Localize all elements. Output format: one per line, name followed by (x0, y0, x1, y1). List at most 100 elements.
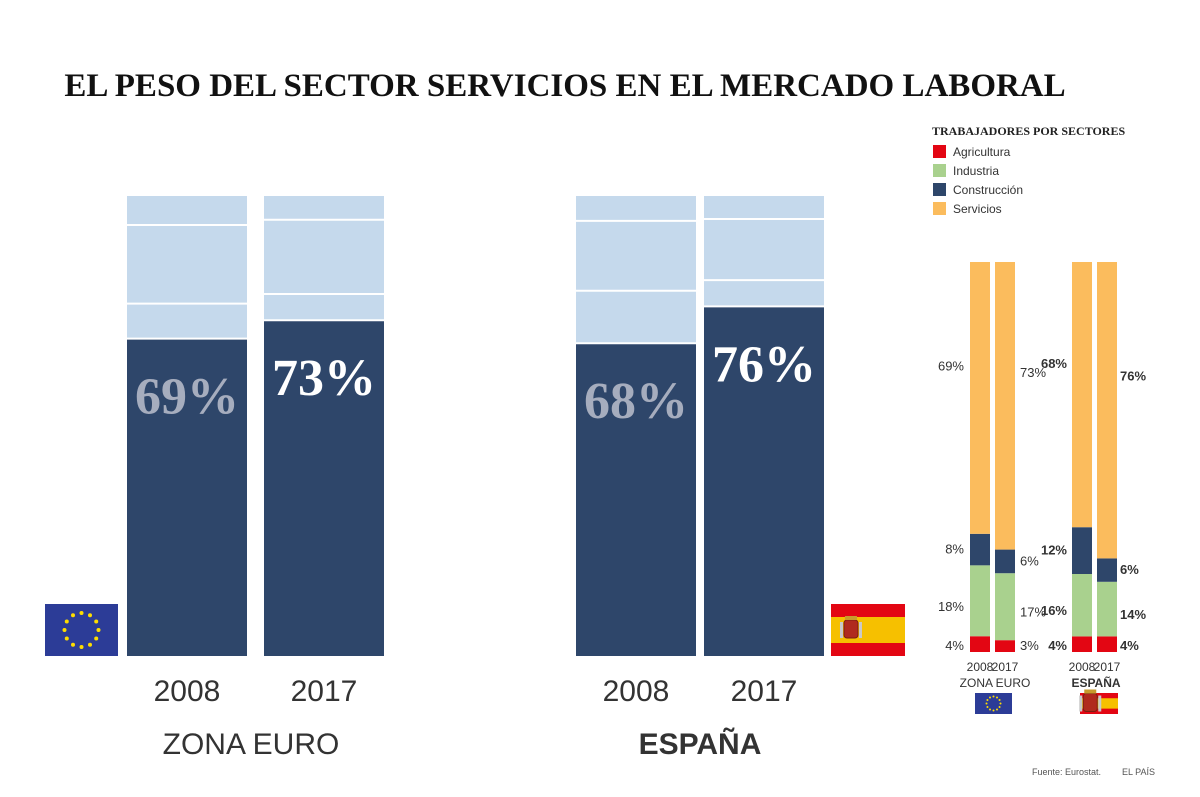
eu-flag-large-star (96, 628, 101, 632)
bar-other-1-1 (704, 196, 824, 307)
stack-servicios-0-0 (970, 262, 990, 534)
small-chart: 4% 18% 8% 69% 2008 3% 17% 6% 73% 2017 ZONA EURO 4% 1… (938, 262, 1146, 690)
eu-flag-small-star (996, 708, 998, 711)
eu-flag-small-star (999, 702, 1002, 705)
stack-servicios-0-1 (995, 262, 1015, 550)
eu-flag-large-star (94, 636, 99, 641)
stack-label-construcción-1-0: 12% (1041, 543, 1067, 558)
stack-label-agricultura-1-0: 4% (1048, 638, 1067, 653)
eu-flag-small (975, 693, 1012, 714)
eu-flag-large-star (64, 636, 69, 641)
bar-other-0-0 (127, 196, 247, 339)
stack-label-construcción-0-1: 6% (1020, 553, 1039, 568)
year-label-0-0: 2008 (154, 675, 221, 708)
eu-flag-small-star (996, 696, 998, 699)
stack-agricultura-1-1 (1097, 636, 1117, 652)
bar-services-0-0 (127, 338, 247, 656)
legend: TRABAJADORES POR SECTORES Agricultura Ind… (932, 124, 1125, 216)
es-flag-large-pillar-left (839, 622, 843, 638)
stack-label-servicios-0-0: 69% (938, 359, 964, 374)
es-flag-small-crown (1084, 689, 1097, 694)
small-year-label-0-0: 2008 (967, 660, 994, 674)
small-year-label-0-1: 2017 (992, 660, 1019, 674)
source-note: Fuente: Eurostat. (1032, 767, 1101, 777)
bar-other-0-1 (264, 196, 384, 321)
eu-flag-large-star (71, 642, 75, 647)
stack-label-agricultura-1-1: 4% (1120, 638, 1139, 653)
legend-swatch-agricultura (933, 145, 946, 158)
legend-label-industria: Industria (953, 164, 999, 178)
stack-industria-0-1 (995, 573, 1015, 641)
es-flag-small-pillar-left (1079, 695, 1083, 712)
flags (45, 604, 1118, 714)
year-label-1-0: 2008 (603, 675, 670, 708)
stack-label-servicios-0-1: 73% (1020, 365, 1046, 380)
stack-agricultura-0-0 (970, 636, 990, 652)
eu-flag-large (45, 604, 118, 656)
stack-construcción-0-0 (970, 533, 990, 566)
small-region-label-1: ESPAÑA (1071, 675, 1120, 690)
legend-swatch-servicios (933, 202, 946, 215)
eu-flag-small-star (989, 708, 991, 711)
big-charts: 69% 2008 73% 2017 ZONA EURO 68% 2008 76% 2017 ESP… (127, 196, 824, 761)
legend-title: TRABAJADORES POR SECTORES (932, 124, 1125, 138)
legend-label-construcción: Construcción (953, 183, 1023, 197)
eu-flag-small-star (998, 699, 1001, 701)
eu-flag-small-star (986, 706, 989, 708)
stack-label-servicios-1-1: 76% (1120, 369, 1146, 384)
es-flag-small-pillar-right (1098, 695, 1102, 712)
legend-label-agricultura: Agricultura (953, 145, 1011, 159)
region-label-0: ZONA EURO (163, 728, 340, 761)
stack-construcción-1-0 (1072, 527, 1092, 574)
stack-label-construcción-1-1: 6% (1120, 562, 1139, 577)
stack-label-agricultura-0-1: 3% (1020, 638, 1039, 653)
es-flag-small-crest (1082, 693, 1098, 712)
stack-industria-1-1 (1097, 581, 1117, 637)
bar-services-1-1 (704, 306, 824, 656)
stack-label-construcción-0-0: 8% (945, 542, 964, 557)
region-label-1: ESPAÑA (639, 727, 762, 761)
es-flag-large-pillar-right (858, 622, 862, 638)
stack-agricultura-0-1 (995, 640, 1015, 652)
stack-industria-1-0 (1072, 574, 1092, 637)
eu-flag-large-star (94, 619, 99, 624)
bar-services-0-1 (264, 320, 384, 656)
eu-flag-small-star (986, 699, 989, 701)
chart-title: EL PESO DEL SECTOR SERVICIOS EN EL MERCA… (64, 68, 1065, 104)
stack-construcción-1-1 (1097, 558, 1117, 582)
stack-label-industria-1-1: 14% (1120, 607, 1146, 622)
stack-label-industria-0-0: 18% (938, 599, 964, 614)
eu-flag-small-field (975, 693, 1012, 714)
es-flag-large-crest (843, 619, 859, 639)
es-flag-large-stripe-middle (831, 617, 905, 643)
bar-value-label-0-1: 73% (272, 350, 376, 407)
brand-label: EL PAÍS (1122, 767, 1155, 777)
stack-label-agricultura-0-0: 4% (945, 638, 964, 653)
eu-flag-large-star (79, 645, 84, 649)
eu-flag-large-star (64, 619, 69, 624)
eu-flag-large-star (88, 613, 92, 618)
eu-flag-large-star (71, 613, 75, 618)
legend-swatch-industria (933, 164, 946, 177)
eu-flag-small-star (992, 695, 995, 698)
stack-label-industria-1-0: 16% (1041, 603, 1067, 618)
year-label-0-1: 2017 (291, 675, 358, 708)
es-flag-large-stripe-bottom (831, 643, 905, 656)
bar-value-label-1-1: 76% (712, 336, 816, 393)
stack-label-industria-0-1: 17% (1020, 605, 1046, 620)
legend-label-servicios: Servicios (953, 202, 1002, 216)
eu-flag-small-star (992, 709, 995, 712)
bar-value-label-0-0: 69% (135, 369, 239, 426)
es-flag-small (1079, 689, 1118, 714)
stack-construcción-0-1 (995, 549, 1015, 574)
stack-servicios-1-0 (1072, 262, 1092, 528)
stack-agricultura-1-0 (1072, 636, 1092, 652)
small-region-label-0: ZONA EURO (960, 676, 1031, 690)
es-flag-large (831, 604, 905, 656)
legend-swatch-construcción (933, 183, 946, 196)
eu-flag-large-star (62, 628, 67, 632)
eu-flag-large-star (88, 642, 92, 647)
eu-flag-small-star (989, 696, 991, 699)
year-label-1-1: 2017 (731, 675, 798, 708)
